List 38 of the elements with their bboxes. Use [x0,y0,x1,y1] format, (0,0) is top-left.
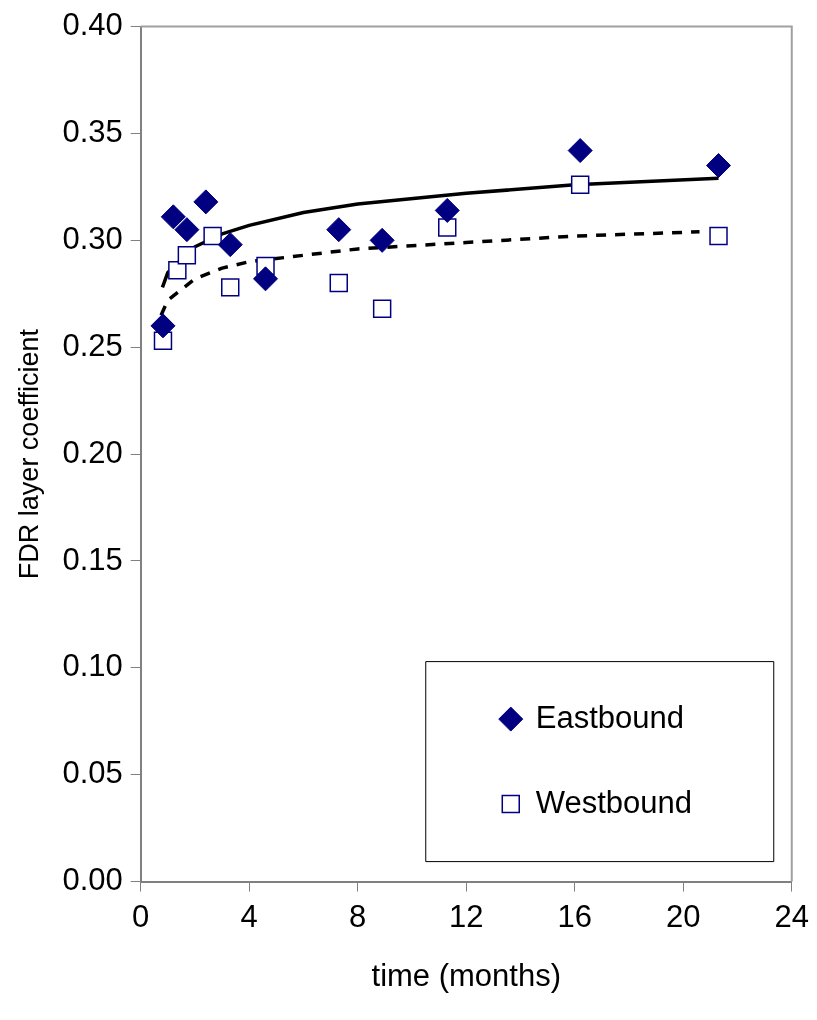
point [253,266,279,292]
y-tick-label: 0.00 [62,862,123,898]
x-tick-label: 16 [557,898,592,934]
y-axis-title: FDR layer coefficient [13,328,44,580]
x-axis-title: time (months) [371,957,561,993]
y-tick-label: 0.20 [62,434,123,470]
y-tick-label: 0.30 [62,220,123,256]
legend-label: Eastbound [535,699,684,735]
y-tick-label: 0.05 [62,755,123,791]
point [434,197,460,223]
point [709,226,728,246]
point [570,175,590,195]
point [174,217,200,243]
x-tick-label: 4 [240,898,258,934]
point [203,226,222,246]
point [567,138,593,164]
point [706,153,732,179]
point [168,261,187,280]
x-tick-label: 24 [774,898,809,934]
point [177,246,197,265]
point [160,204,186,230]
point [150,313,176,339]
point [329,273,348,293]
point [372,299,392,318]
point [217,232,243,258]
x-tick-label: 12 [449,898,484,934]
x-tick-label: 20 [666,898,701,934]
y-tick-label: 0.10 [62,648,123,684]
point [193,189,219,215]
point [326,217,352,243]
x-tick-label: 0 [132,898,150,934]
y-tick-label: 0.35 [62,114,123,150]
y-tick-label: 0.40 [62,7,123,43]
point [369,227,395,253]
legend-label: Westbound [535,784,693,820]
x-tick-label: 8 [349,898,367,934]
y-tick-label: 0.25 [62,327,123,363]
y-tick-label: 0.15 [62,541,123,577]
